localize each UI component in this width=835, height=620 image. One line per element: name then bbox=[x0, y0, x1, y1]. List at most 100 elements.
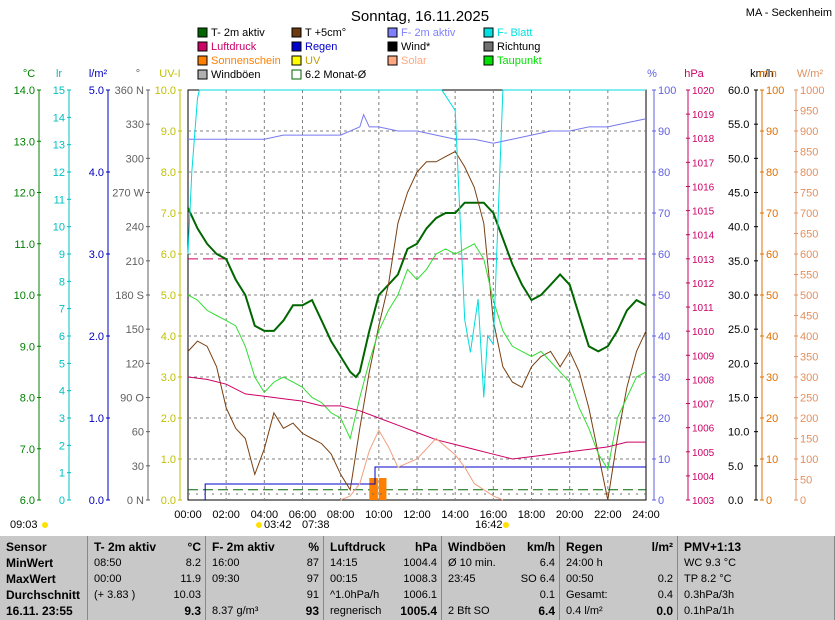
x-tick-label: 08:00 bbox=[327, 509, 355, 521]
table-cell-label: 0.1hPa/1h bbox=[684, 605, 735, 617]
table-row: 2 Bft SO 6.4 bbox=[448, 604, 555, 619]
table-cell-label: Regen bbox=[566, 540, 603, 554]
left-axis-tick-label: 30 bbox=[132, 461, 144, 473]
table-cell-value: SO 6.4 bbox=[520, 573, 555, 585]
table-cell-label: 14:15 bbox=[330, 557, 358, 569]
table-row: 24:00 h bbox=[566, 556, 673, 571]
left-axis-tick-label: 1.0 bbox=[89, 413, 104, 425]
right-axis-tick-label: 40 bbox=[766, 331, 778, 343]
table-cell-value: 1008.3 bbox=[403, 573, 437, 585]
legend-label: Luftdruck bbox=[211, 41, 257, 53]
right-axis-tick-label: 950 bbox=[800, 106, 818, 118]
right-axis-tick-label: 750 bbox=[800, 188, 818, 200]
sunshine-bar bbox=[378, 478, 387, 500]
right-axis-tick-label: 100 bbox=[800, 454, 818, 466]
legend-label: Richtung bbox=[497, 41, 540, 53]
legend-label: Sonnenschein bbox=[211, 55, 281, 67]
table-cell-value: 11.9 bbox=[180, 573, 201, 585]
left-axis-tick-label: 4.0 bbox=[89, 167, 104, 179]
table-cell-label: 8.37 g/m³ bbox=[212, 605, 259, 617]
left-axis-tick-label: 14 bbox=[53, 112, 65, 124]
left-axis-tick-label: 0.0 bbox=[89, 495, 104, 507]
table-cell-label: 23:45 bbox=[448, 573, 476, 585]
table-column: F- 2m aktiv% 16:00 87 09:30 97 91 8.37 g/m³ 93 bbox=[206, 536, 324, 620]
right-axis-tick-label: 450 bbox=[800, 311, 818, 323]
station-name: MA - Seckenheim bbox=[746, 7, 832, 19]
right-axis-tick-label: 50 bbox=[658, 290, 670, 302]
right-axis-tick-label: 50 bbox=[800, 475, 812, 487]
right-axis-tick-label: 250 bbox=[800, 393, 818, 405]
table-row: 08:50 8.2 bbox=[94, 556, 201, 571]
table-row: 0.1hPa/1h bbox=[684, 604, 830, 619]
right-axis-tick-label: 100 bbox=[658, 85, 676, 97]
table-cell-value: 0.1 bbox=[539, 589, 555, 601]
left-axis-tick-label: 10.0 bbox=[155, 85, 176, 97]
table-cell-value: 0.2 bbox=[657, 573, 673, 585]
table-column: PMV+1:13 WC 9.3 °C TP 8.2 °C 0.3hPa/3h 0.1hP… bbox=[678, 536, 835, 620]
table-row: 8.37 g/m³ 93 bbox=[212, 604, 319, 619]
x-tick-label: 02:00 bbox=[212, 509, 240, 521]
table-cell-label: 16:00 bbox=[212, 557, 240, 569]
table-cell-label: 24:00 h bbox=[566, 557, 603, 569]
right-axis-tick-label: 1009 bbox=[692, 351, 715, 362]
table-column: T- 2m aktiv °C 08:50 8.2 00:00 11.9 (+ 3.83 ) 1… bbox=[88, 536, 206, 620]
left-axis-tick-label: 15 bbox=[53, 85, 65, 97]
table-row: 00:00 11.9 bbox=[94, 572, 201, 587]
right-axis-tick-label: 1005 bbox=[692, 448, 715, 459]
x-tick-label: 20:00 bbox=[556, 509, 584, 521]
left-axis-tick-label: 360 N bbox=[115, 85, 144, 97]
left-axis-unit: l/m² bbox=[89, 68, 108, 80]
table-cell-value: 6.4 bbox=[539, 557, 555, 569]
left-axis-tick-label: 1.0 bbox=[161, 454, 176, 466]
x-tick-label: 16:00 bbox=[480, 509, 508, 521]
right-axis-tick-label: 5.0 bbox=[728, 461, 743, 473]
x-tick-label: 12:00 bbox=[403, 509, 431, 521]
right-axis-unit: km/h bbox=[750, 68, 774, 80]
right-axis-tick-label: 0.0 bbox=[728, 495, 743, 507]
left-axis-tick-label: 9.0 bbox=[161, 126, 176, 138]
right-axis-tick-label: 1015 bbox=[692, 207, 715, 218]
table-row: 16.11. 23:55 bbox=[6, 604, 83, 619]
left-axis-tick-label: 8.0 bbox=[20, 393, 35, 405]
table-cell-value: 1004.4 bbox=[403, 557, 437, 569]
left-axis-tick-label: 1 bbox=[59, 468, 65, 480]
left-axis-tick-label: 9 bbox=[59, 249, 65, 261]
right-axis-tick-label: 20.0 bbox=[728, 358, 749, 370]
right-axis-tick-label: 10 bbox=[766, 454, 778, 466]
table-cell-value: l/m² bbox=[651, 540, 673, 554]
right-axis-tick-label: 1016 bbox=[692, 182, 715, 193]
legend-label: Regen bbox=[305, 41, 337, 53]
table-cell-label: 0.4 l/m² bbox=[566, 605, 603, 617]
table-cell-value: 93 bbox=[305, 604, 319, 618]
right-axis-tick-label: 60 bbox=[766, 249, 778, 261]
sunrise-icon bbox=[256, 522, 262, 528]
sunset-icon bbox=[503, 522, 509, 528]
legend-swatch bbox=[197, 55, 208, 66]
table-cell-value: 91 bbox=[306, 589, 319, 601]
right-axis-tick-label: 50 bbox=[766, 290, 778, 302]
left-axis-tick-label: 3 bbox=[59, 413, 65, 425]
table-header: PMV+1:13 bbox=[684, 540, 830, 555]
table-cell-label: ^1.0hPa/h bbox=[330, 589, 380, 601]
left-axis-unit: °C bbox=[23, 68, 35, 80]
right-axis-tick-label: 200 bbox=[800, 413, 818, 425]
table-cell-label: Windböen bbox=[448, 540, 506, 554]
left-axis-tick-label: 5 bbox=[59, 358, 65, 370]
table-row: 0.4 l/m² 0.0 bbox=[566, 604, 673, 619]
left-axis-tick-label: 6 bbox=[59, 331, 65, 343]
table-cell-value: % bbox=[308, 540, 319, 554]
table-cell-label: 09:30 bbox=[212, 573, 240, 585]
right-axis-tick-label: 70 bbox=[766, 208, 778, 220]
legend-swatch bbox=[291, 41, 302, 52]
left-axis-tick-label: 3.0 bbox=[89, 249, 104, 261]
table-row: 0.3hPa/3h bbox=[684, 588, 830, 603]
table-row: 23:45 SO 6.4 bbox=[448, 572, 555, 587]
table-cell-value: 0.0 bbox=[656, 604, 673, 618]
table-cell-label: 00:00 bbox=[94, 573, 122, 585]
table-column: Windböen km/h Ø 10 min. 6.4 23:45 SO 6.4 0.1 2 … bbox=[442, 536, 560, 620]
left-axis-tick-label: 60 bbox=[132, 427, 144, 439]
plot-area bbox=[187, 89, 647, 501]
table-row: 91 bbox=[212, 588, 319, 603]
table-cell-value: 10.03 bbox=[173, 589, 201, 601]
table-cell-value: 0.4 bbox=[657, 589, 673, 601]
